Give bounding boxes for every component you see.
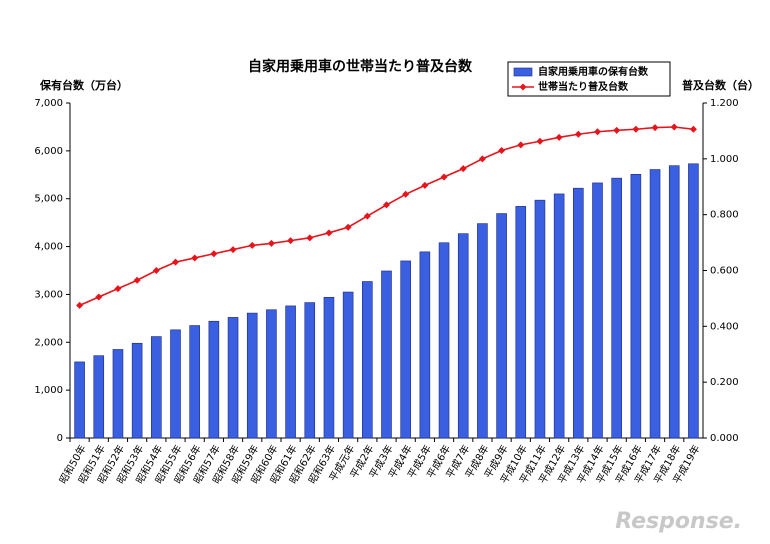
marker bbox=[517, 141, 525, 149]
y-tick-label: 5,000 bbox=[34, 194, 63, 205]
bar bbox=[630, 174, 642, 439]
bar bbox=[381, 270, 392, 439]
bar bbox=[668, 165, 680, 439]
marker bbox=[498, 146, 506, 154]
marker bbox=[613, 126, 621, 134]
bar bbox=[227, 317, 239, 439]
bar bbox=[688, 163, 699, 439]
y2-tick-label: 1.000 bbox=[710, 154, 739, 165]
bar bbox=[304, 302, 316, 439]
y-tick-label: 0 bbox=[57, 433, 63, 444]
bar bbox=[93, 355, 105, 439]
y-tick-label: 6,000 bbox=[34, 146, 63, 157]
bar bbox=[266, 309, 277, 439]
marker bbox=[632, 125, 640, 133]
marker bbox=[95, 293, 103, 301]
bar bbox=[553, 193, 565, 439]
y-axis-title: 保有台数（万台） bbox=[39, 78, 128, 92]
y-tick-label: 3,000 bbox=[34, 289, 63, 300]
y2-tick-label: 0.800 bbox=[710, 210, 739, 221]
bar bbox=[112, 349, 124, 439]
marker bbox=[670, 123, 678, 131]
bar bbox=[285, 305, 296, 439]
marker bbox=[152, 267, 160, 274]
marker bbox=[325, 229, 333, 237]
bar bbox=[151, 336, 162, 439]
y2-tick-label: 0.000 bbox=[710, 433, 739, 444]
y-tick-label: 2,000 bbox=[34, 337, 63, 348]
marker bbox=[229, 246, 237, 254]
marker bbox=[267, 239, 275, 247]
marker bbox=[478, 155, 486, 163]
bar bbox=[573, 187, 584, 439]
watermark: Response. bbox=[615, 509, 742, 534]
bar bbox=[189, 325, 200, 439]
marker bbox=[421, 181, 429, 189]
marker bbox=[651, 124, 659, 132]
bar bbox=[496, 213, 507, 439]
y2-tick-label: 0.600 bbox=[710, 266, 739, 277]
y-tick-label: 4,000 bbox=[34, 242, 63, 253]
marker bbox=[689, 125, 697, 133]
marker bbox=[344, 223, 352, 231]
y2-tick-label: 0.400 bbox=[710, 321, 739, 332]
bar bbox=[649, 169, 661, 439]
bar bbox=[323, 296, 335, 439]
legend-box bbox=[507, 61, 671, 97]
chart-title: 自家用乗用車の世帯当たり普及台数 bbox=[248, 58, 473, 75]
bar bbox=[438, 242, 450, 439]
marker bbox=[114, 285, 122, 293]
legend-label: 自家用乗用車の保有台数 bbox=[538, 65, 649, 78]
marker bbox=[402, 190, 410, 198]
bar bbox=[362, 281, 373, 439]
marker bbox=[574, 130, 582, 138]
legend-label: 世帯当たり普及台数 bbox=[538, 80, 629, 93]
marker bbox=[248, 241, 256, 249]
marker bbox=[440, 173, 448, 181]
bar bbox=[515, 206, 527, 439]
bar bbox=[342, 291, 354, 439]
legend-swatch bbox=[513, 67, 533, 77]
y-tick-label: 1,000 bbox=[34, 385, 63, 396]
bar bbox=[457, 233, 469, 439]
bar bbox=[74, 361, 85, 439]
marker bbox=[536, 137, 544, 145]
marker bbox=[383, 201, 390, 209]
bar bbox=[419, 251, 431, 439]
marker bbox=[459, 165, 467, 173]
marker bbox=[210, 250, 218, 258]
marker bbox=[363, 212, 371, 220]
bar bbox=[477, 223, 488, 439]
bar bbox=[534, 199, 546, 439]
marker bbox=[172, 258, 179, 266]
bar bbox=[208, 320, 220, 439]
legend-marker bbox=[519, 83, 527, 91]
marker bbox=[287, 237, 295, 245]
bar bbox=[170, 329, 181, 439]
marker bbox=[306, 234, 314, 242]
marker bbox=[594, 128, 601, 136]
bar bbox=[400, 260, 411, 439]
marker bbox=[555, 133, 563, 141]
bar bbox=[246, 312, 258, 439]
bar bbox=[592, 182, 603, 439]
marker bbox=[191, 254, 199, 262]
bar bbox=[131, 342, 143, 439]
y-tick-label: 7,000 bbox=[34, 98, 63, 109]
y2-tick-label: 1.200 bbox=[710, 98, 739, 109]
bar bbox=[611, 177, 622, 439]
marker bbox=[76, 301, 84, 309]
y2-axis-title: 普及台数（台） bbox=[682, 78, 759, 92]
y2-tick-label: 0.200 bbox=[710, 377, 739, 388]
marker bbox=[133, 276, 141, 284]
